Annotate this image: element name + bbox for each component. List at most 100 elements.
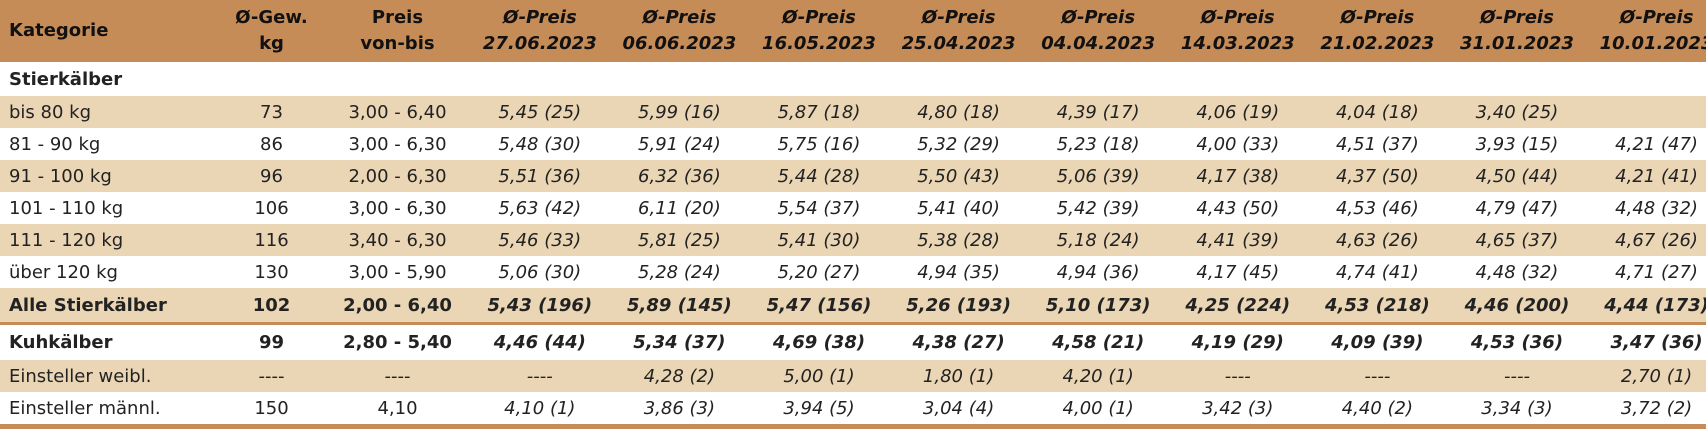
avg-price-cell: 5,06 (39) [1028,160,1168,192]
avg-price-cell: 4,67 (26) [1586,224,1706,256]
avg-price-cell: 4,65 (37) [1447,224,1587,256]
header-price-date: Ø-Preis 06.06.2023 [609,0,750,62]
avg-price-cell: 4,48 (32) [1447,256,1587,288]
avg-price-cell: 3,42 (3) [1167,392,1308,429]
price-range-cell: ---- [325,360,470,392]
header-price-date: Ø-Preis 14.03.2023 [1167,0,1308,62]
row-label: Alle Stierkälber [0,288,218,325]
avg-price-cell: 5,63 (42) [470,192,610,224]
avg-price-cell: 6,11 (20) [609,192,750,224]
header-price-date: Ø-Preis 10.01.2023 [1586,0,1706,62]
avg-price-cell: 5,43 (196) [470,288,610,325]
header-price-date: Ø-Preis 31.01.2023 [1447,0,1587,62]
avg-price-cell: 4,10 (1) [470,392,610,429]
row-label: 101 - 110 kg [0,192,218,224]
avg-price-cell: 5,45 (25) [470,96,610,128]
avg-price-cell: ---- [1167,360,1308,392]
table-row: Einsteller weibl. ---- ---- ---- 4,28 (2) 5,0… [0,360,1706,392]
row-label: Kuhkälber [0,323,218,360]
avg-price-cell: 3,47 (36) [1586,323,1706,360]
row-label: bis 80 kg [0,96,218,128]
avg-weight-cell: 130 [218,256,325,288]
section-title: Stierkälber [0,62,1706,96]
kuhkaelber-row: Kuhkälber 99 2,80 - 5,40 4,46 (44) 5,34 (37)… [0,323,1706,360]
price-range-cell: 3,00 - 6,40 [325,96,470,128]
avg-price-cell: 4,63 (26) [1307,224,1448,256]
avg-price-cell: 4,00 (1) [1028,392,1168,429]
price-range-cell: 3,00 - 6,30 [325,128,470,160]
header-row: Kategorie Ø-Gew. kg Preis von-bis Ø-Preis 2… [0,0,1706,62]
table-row: 101 - 110 kg 106 3,00 - 6,30 5,63 (42) 6,11 … [0,192,1706,224]
avg-price-cell: 4,00 (33) [1167,128,1308,160]
avg-price-cell: 4,58 (21) [1028,323,1168,360]
avg-weight-cell: 106 [218,192,325,224]
price-range-cell: 4,10 [325,392,470,429]
avg-price-cell: 5,99 (16) [609,96,750,128]
avg-price-cell: 5,91 (24) [609,128,750,160]
avg-price-cell: 2,70 (1) [1586,360,1706,392]
avg-price-cell: 4,51 (37) [1307,128,1448,160]
avg-price-cell: 5,81 (25) [609,224,750,256]
avg-price-cell: 3,93 (15) [1447,128,1587,160]
avg-price-cell: 3,94 (5) [749,392,889,429]
price-range-cell: 3,40 - 6,30 [325,224,470,256]
avg-price-cell: 5,20 (27) [749,256,889,288]
avg-price-cell: 5,42 (39) [1028,192,1168,224]
avg-price-cell: 4,94 (36) [1028,256,1168,288]
avg-price-cell: 4,38 (27) [888,323,1029,360]
avg-price-cell: 4,17 (45) [1167,256,1308,288]
avg-price-cell: 4,94 (35) [888,256,1029,288]
header-gewicht: Ø-Gew. kg [218,0,325,62]
avg-price-cell: 4,37 (50) [1307,160,1448,192]
avg-price-cell: 5,26 (193) [888,288,1029,325]
avg-price-cell: 4,53 (46) [1307,192,1448,224]
avg-price-cell: 6,32 (36) [609,160,750,192]
avg-price-cell: 4,43 (50) [1167,192,1308,224]
avg-weight-cell: 73 [218,96,325,128]
avg-weight-cell: 116 [218,224,325,256]
avg-price-cell: 4,74 (41) [1307,256,1448,288]
avg-price-cell: 5,41 (40) [888,192,1029,224]
avg-weight-cell: 99 [218,323,325,360]
avg-price-cell: 4,46 (200) [1447,288,1587,325]
price-range-cell: 3,00 - 5,90 [325,256,470,288]
header-price-date: Ø-Preis 27.06.2023 [470,0,610,62]
avg-price-cell: 1,80 (1) [888,360,1029,392]
price-range-cell: 2,00 - 6,30 [325,160,470,192]
table-row: über 120 kg 130 3,00 - 5,90 5,06 (30) 5,28 (… [0,256,1706,288]
avg-price-cell: 5,48 (30) [470,128,610,160]
table-row: 111 - 120 kg 116 3,40 - 6,30 5,46 (33) 5,81 … [0,224,1706,256]
row-label: über 120 kg [0,256,218,288]
avg-price-cell: 5,75 (16) [749,128,889,160]
row-label: Einsteller männl. [0,392,218,429]
avg-price-cell: 4,46 (44) [470,323,610,360]
avg-price-cell: 5,54 (37) [749,192,889,224]
avg-weight-cell: 102 [218,288,325,325]
avg-price-cell: 5,51 (36) [470,160,610,192]
avg-price-cell: 5,28 (24) [609,256,750,288]
avg-price-cell: 4,25 (224) [1167,288,1308,325]
avg-weight-cell: 96 [218,160,325,192]
row-label: Einsteller weibl. [0,360,218,392]
header-price-date: Ø-Preis 25.04.2023 [888,0,1029,62]
avg-price-cell: 5,00 (1) [749,360,889,392]
avg-price-cell: 5,38 (28) [888,224,1029,256]
avg-price-cell: 4,21 (47) [1586,128,1706,160]
avg-price-cell: 4,80 (18) [888,96,1029,128]
avg-price-cell: 4,28 (2) [609,360,750,392]
header-price-date: Ø-Preis 21.02.2023 [1307,0,1448,62]
table-row: Einsteller männl. 150 4,10 4,10 (1) 3,86 (3)… [0,392,1706,429]
avg-price-cell: 3,40 (25) [1447,96,1587,128]
table-row: bis 80 kg 73 3,00 - 6,40 5,45 (25) 5,99 (16)… [0,96,1706,128]
table-row: 81 - 90 kg 86 3,00 - 6,30 5,48 (30) 5,91 (24… [0,128,1706,160]
avg-price-cell: 4,69 (38) [749,323,889,360]
avg-price-cell: 5,41 (30) [749,224,889,256]
table-row: 91 - 100 kg 96 2,00 - 6,30 5,51 (36) 6,32 (3… [0,160,1706,192]
total-row: Alle Stierkälber 102 2,00 - 6,40 5,43 (196)… [0,288,1706,325]
avg-price-cell: 4,39 (17) [1028,96,1168,128]
avg-price-cell: 4,17 (38) [1167,160,1308,192]
section-row: Stierkälber [0,62,1706,96]
avg-price-cell: 5,87 (18) [749,96,889,128]
row-label: 91 - 100 kg [0,160,218,192]
price-range-cell: 2,00 - 6,40 [325,288,470,325]
